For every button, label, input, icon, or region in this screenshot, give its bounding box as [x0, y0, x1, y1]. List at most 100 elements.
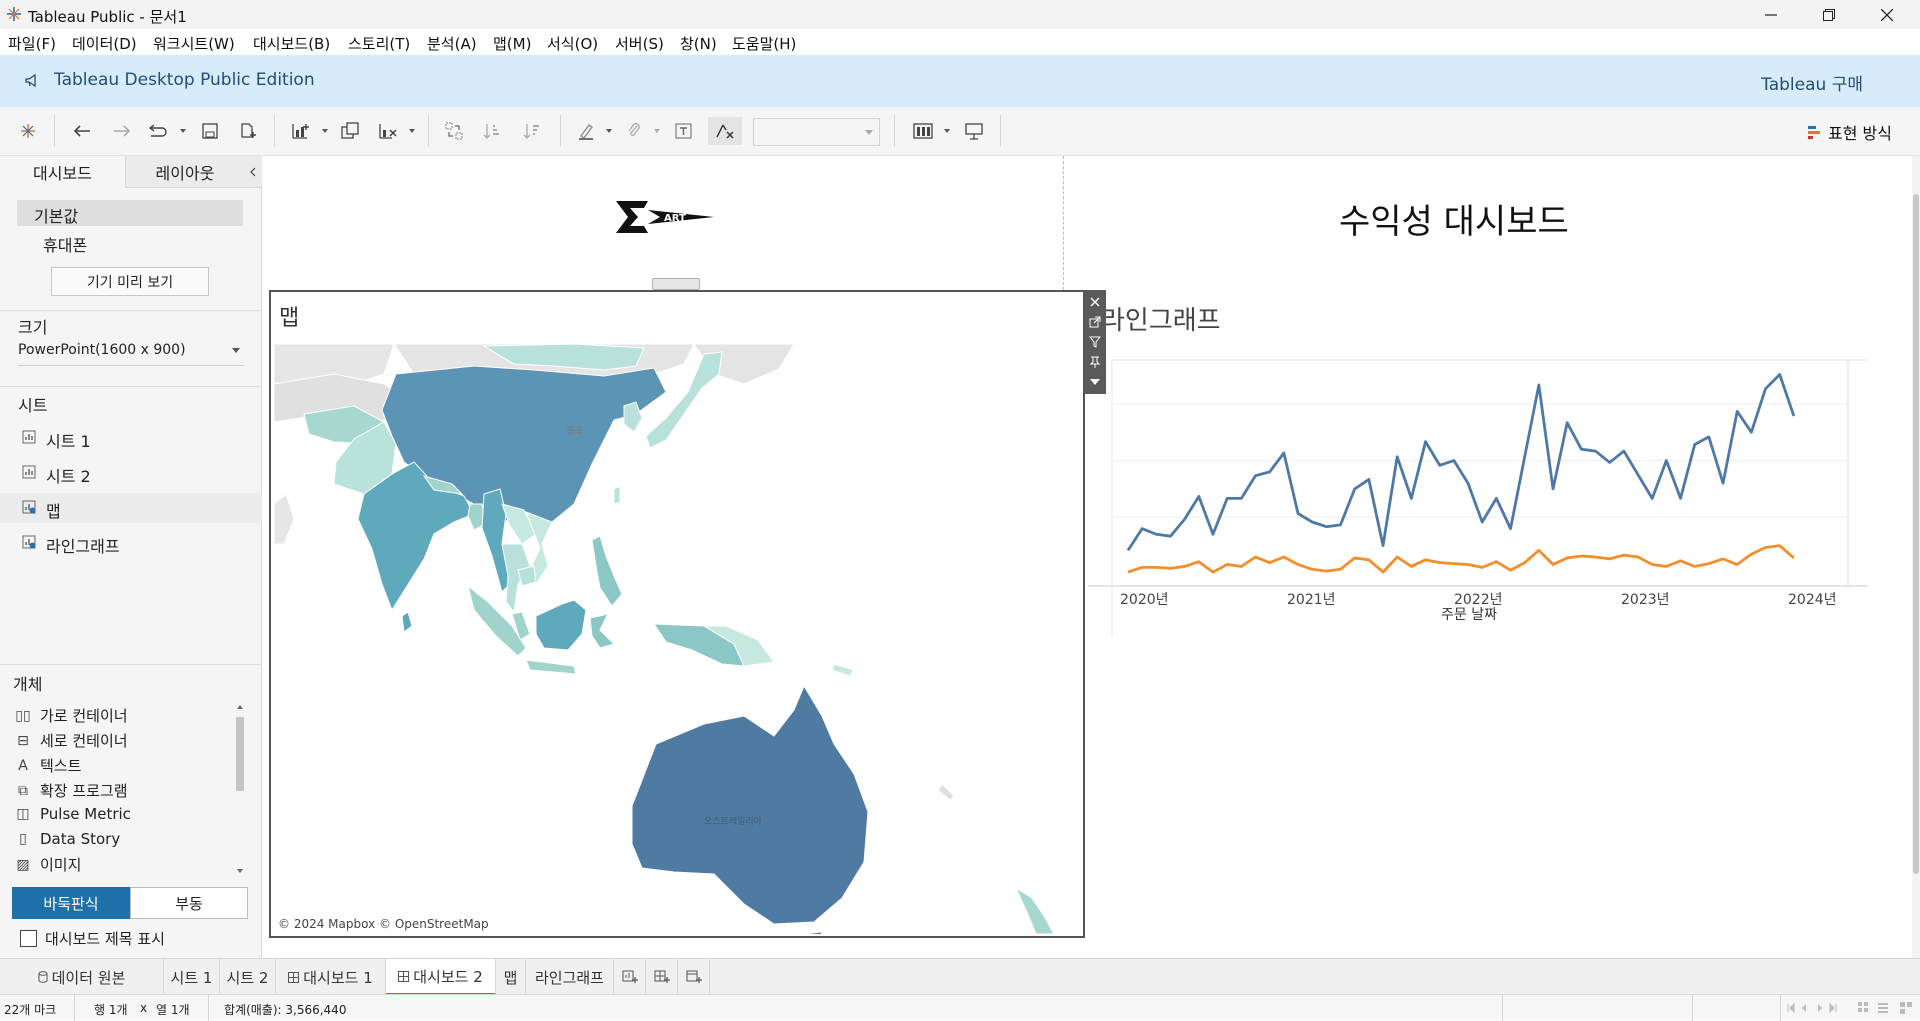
- cards-dropdown[interactable]: [944, 123, 950, 139]
- object-text[interactable]: A 텍스트: [14, 755, 81, 776]
- map-zone[interactable]: 맵: [269, 290, 1085, 938]
- size-select[interactable]: PowerPoint(1600 x 900): [18, 342, 244, 366]
- tableau-home-button[interactable]: [14, 117, 42, 145]
- line-chart[interactable]: 2020년 2021년 2022년 2023년 2024년 주문 날짜: [1088, 336, 1868, 636]
- tab-dashboard[interactable]: 대시보드: [0, 156, 126, 188]
- tab-map[interactable]: 맵: [496, 959, 526, 995]
- object-label: 확장 프로그램: [40, 782, 128, 800]
- close-button[interactable]: [1858, 0, 1916, 29]
- tab-sheet2[interactable]: 시트 2: [220, 959, 276, 995]
- buy-tableau-link[interactable]: Tableau 구매: [1761, 75, 1863, 95]
- group-members-button[interactable]: [620, 117, 648, 145]
- device-default[interactable]: 기본값: [17, 200, 243, 226]
- sort-ascending-button[interactable]: [478, 117, 506, 145]
- remove-zone-button[interactable]: [1087, 294, 1103, 310]
- device-phone[interactable]: 휴대폰: [43, 236, 88, 255]
- sort-descending-button[interactable]: [518, 117, 546, 145]
- menu-server[interactable]: 서버(S): [615, 35, 664, 53]
- highlight-dropdown[interactable]: [606, 123, 612, 139]
- menu-help[interactable]: 도움말(H): [732, 35, 797, 53]
- restore-button[interactable]: [1800, 0, 1858, 29]
- sheet-item-map[interactable]: 맵: [0, 493, 262, 523]
- new-worksheet-dropdown[interactable]: [322, 123, 328, 139]
- sheet-item-sheet1[interactable]: 시트 1: [0, 423, 262, 453]
- menu-file[interactable]: 파일(F): [8, 35, 56, 53]
- tab-dashboard2[interactable]: 대시보드 2: [386, 959, 496, 995]
- fix-axes-button[interactable]: [708, 117, 742, 145]
- canvas-scrollbar[interactable]: [1912, 156, 1920, 958]
- device-preview-button[interactable]: 기기 미리 보기: [51, 267, 209, 296]
- sheet-item-sheet2[interactable]: 시트 2: [0, 458, 262, 488]
- toolbar-separator: [428, 115, 429, 147]
- duplicate-sheet-button[interactable]: [336, 117, 364, 145]
- map-view[interactable]: 중국 오스트레일리아: [274, 344, 1080, 934]
- more-options-button[interactable]: [1087, 374, 1103, 390]
- save-button[interactable]: [196, 117, 224, 145]
- objects-scrollbar[interactable]: [234, 701, 246, 877]
- go-to-sheet-button[interactable]: [1087, 314, 1103, 330]
- show-me-button[interactable]: 표현 방식: [1808, 120, 1892, 144]
- menu-dashboard[interactable]: 대시보드(B): [253, 35, 331, 53]
- tab-sheet1[interactable]: 시트 1: [164, 959, 220, 995]
- collapse-panel-button[interactable]: [244, 156, 262, 188]
- presentation-mode-button[interactable]: [960, 117, 988, 145]
- new-data-source-button[interactable]: [234, 117, 262, 145]
- highlight-button[interactable]: [572, 117, 600, 145]
- checkbox[interactable]: [20, 930, 37, 947]
- show-mark-labels-button[interactable]: [670, 117, 698, 145]
- new-story-tab-button[interactable]: [678, 959, 710, 995]
- view-mode-icons[interactable]: [1858, 1002, 1914, 1014]
- tab-linegraph[interactable]: 라인그래프: [526, 959, 614, 995]
- swap-rows-columns-button[interactable]: [440, 117, 468, 145]
- clear-sheet-dropdown[interactable]: [409, 123, 415, 139]
- object-horizontal-container[interactable]: ▯▯ 가로 컨테이너: [14, 705, 127, 726]
- menu-worksheet[interactable]: 워크시트(W): [153, 35, 235, 53]
- tab-layout[interactable]: 레이아웃: [126, 156, 244, 188]
- worksheet-icon: [22, 430, 36, 444]
- group-dropdown[interactable]: [654, 123, 660, 139]
- resize-handle[interactable]: [652, 278, 700, 290]
- map-label-australia: 오스트레일리아: [704, 816, 763, 827]
- object-vertical-container[interactable]: ⊟ 세로 컨테이너: [14, 730, 128, 751]
- object-label: 세로 컨테이너: [40, 732, 128, 750]
- use-as-filter-button[interactable]: [1087, 334, 1103, 350]
- sheet-tab-bar: 데이터 원본 시트 1 시트 2 대시보드 1 대시보드 2 맵 라인그래프: [0, 958, 1920, 995]
- tab-data-source[interactable]: 데이터 원본: [0, 959, 164, 995]
- undo-button[interactable]: [68, 117, 96, 145]
- minimize-button[interactable]: [1742, 0, 1800, 29]
- pin-button[interactable]: [1087, 354, 1103, 370]
- tiled-toggle[interactable]: 바둑판식: [12, 887, 130, 919]
- object-pulse-metric[interactable]: ◫ Pulse Metric: [14, 805, 131, 823]
- sheet-navigation-arrows[interactable]: [1786, 1003, 1844, 1013]
- menu-map[interactable]: 맵(M): [493, 35, 532, 53]
- scrollbar-thumb[interactable]: [1913, 194, 1919, 874]
- menu-analysis[interactable]: 분석(A): [427, 35, 477, 53]
- status-sum: 합계(매출): 3,566,440: [224, 1003, 347, 1017]
- replay-button[interactable]: [144, 117, 172, 145]
- show-dashboard-title-checkbox[interactable]: 대시보드 제목 표시: [20, 928, 165, 949]
- menu-story[interactable]: 스토리(T): [348, 35, 411, 53]
- redo-button[interactable]: [108, 117, 136, 145]
- replay-dropdown[interactable]: [180, 123, 186, 139]
- floating-toggle[interactable]: 부동: [130, 887, 248, 919]
- clear-sheet-button[interactable]: [374, 117, 402, 145]
- chevron-down-icon: [865, 130, 873, 135]
- logo-container: ART: [268, 156, 1064, 290]
- object-data-story[interactable]: ▯ Data Story: [14, 830, 120, 848]
- new-worksheet-tab-button[interactable]: [614, 959, 646, 995]
- new-worksheet-button[interactable]: [287, 117, 315, 145]
- choropleth-map[interactable]: 중국 오스트레일리아: [274, 344, 1080, 934]
- show-cards-button[interactable]: [910, 117, 938, 145]
- sheet-label: 맵: [46, 502, 61, 521]
- paperclip-icon: [628, 122, 640, 136]
- tab-dashboard1[interactable]: 대시보드 1: [276, 959, 386, 995]
- menu-window[interactable]: 창(N): [680, 35, 717, 53]
- new-dashboard-tab-button[interactable]: [646, 959, 678, 995]
- fit-dropdown[interactable]: [753, 118, 880, 146]
- menu-format[interactable]: 서식(O): [547, 35, 599, 53]
- object-extension[interactable]: ⧉ 확장 프로그램: [14, 780, 128, 801]
- menu-data[interactable]: 데이터(D): [72, 35, 137, 53]
- sheet-item-linegraph[interactable]: 라인그래프: [0, 528, 262, 558]
- object-image[interactable]: ▨ 이미지: [14, 854, 81, 875]
- close-icon: [1090, 297, 1100, 307]
